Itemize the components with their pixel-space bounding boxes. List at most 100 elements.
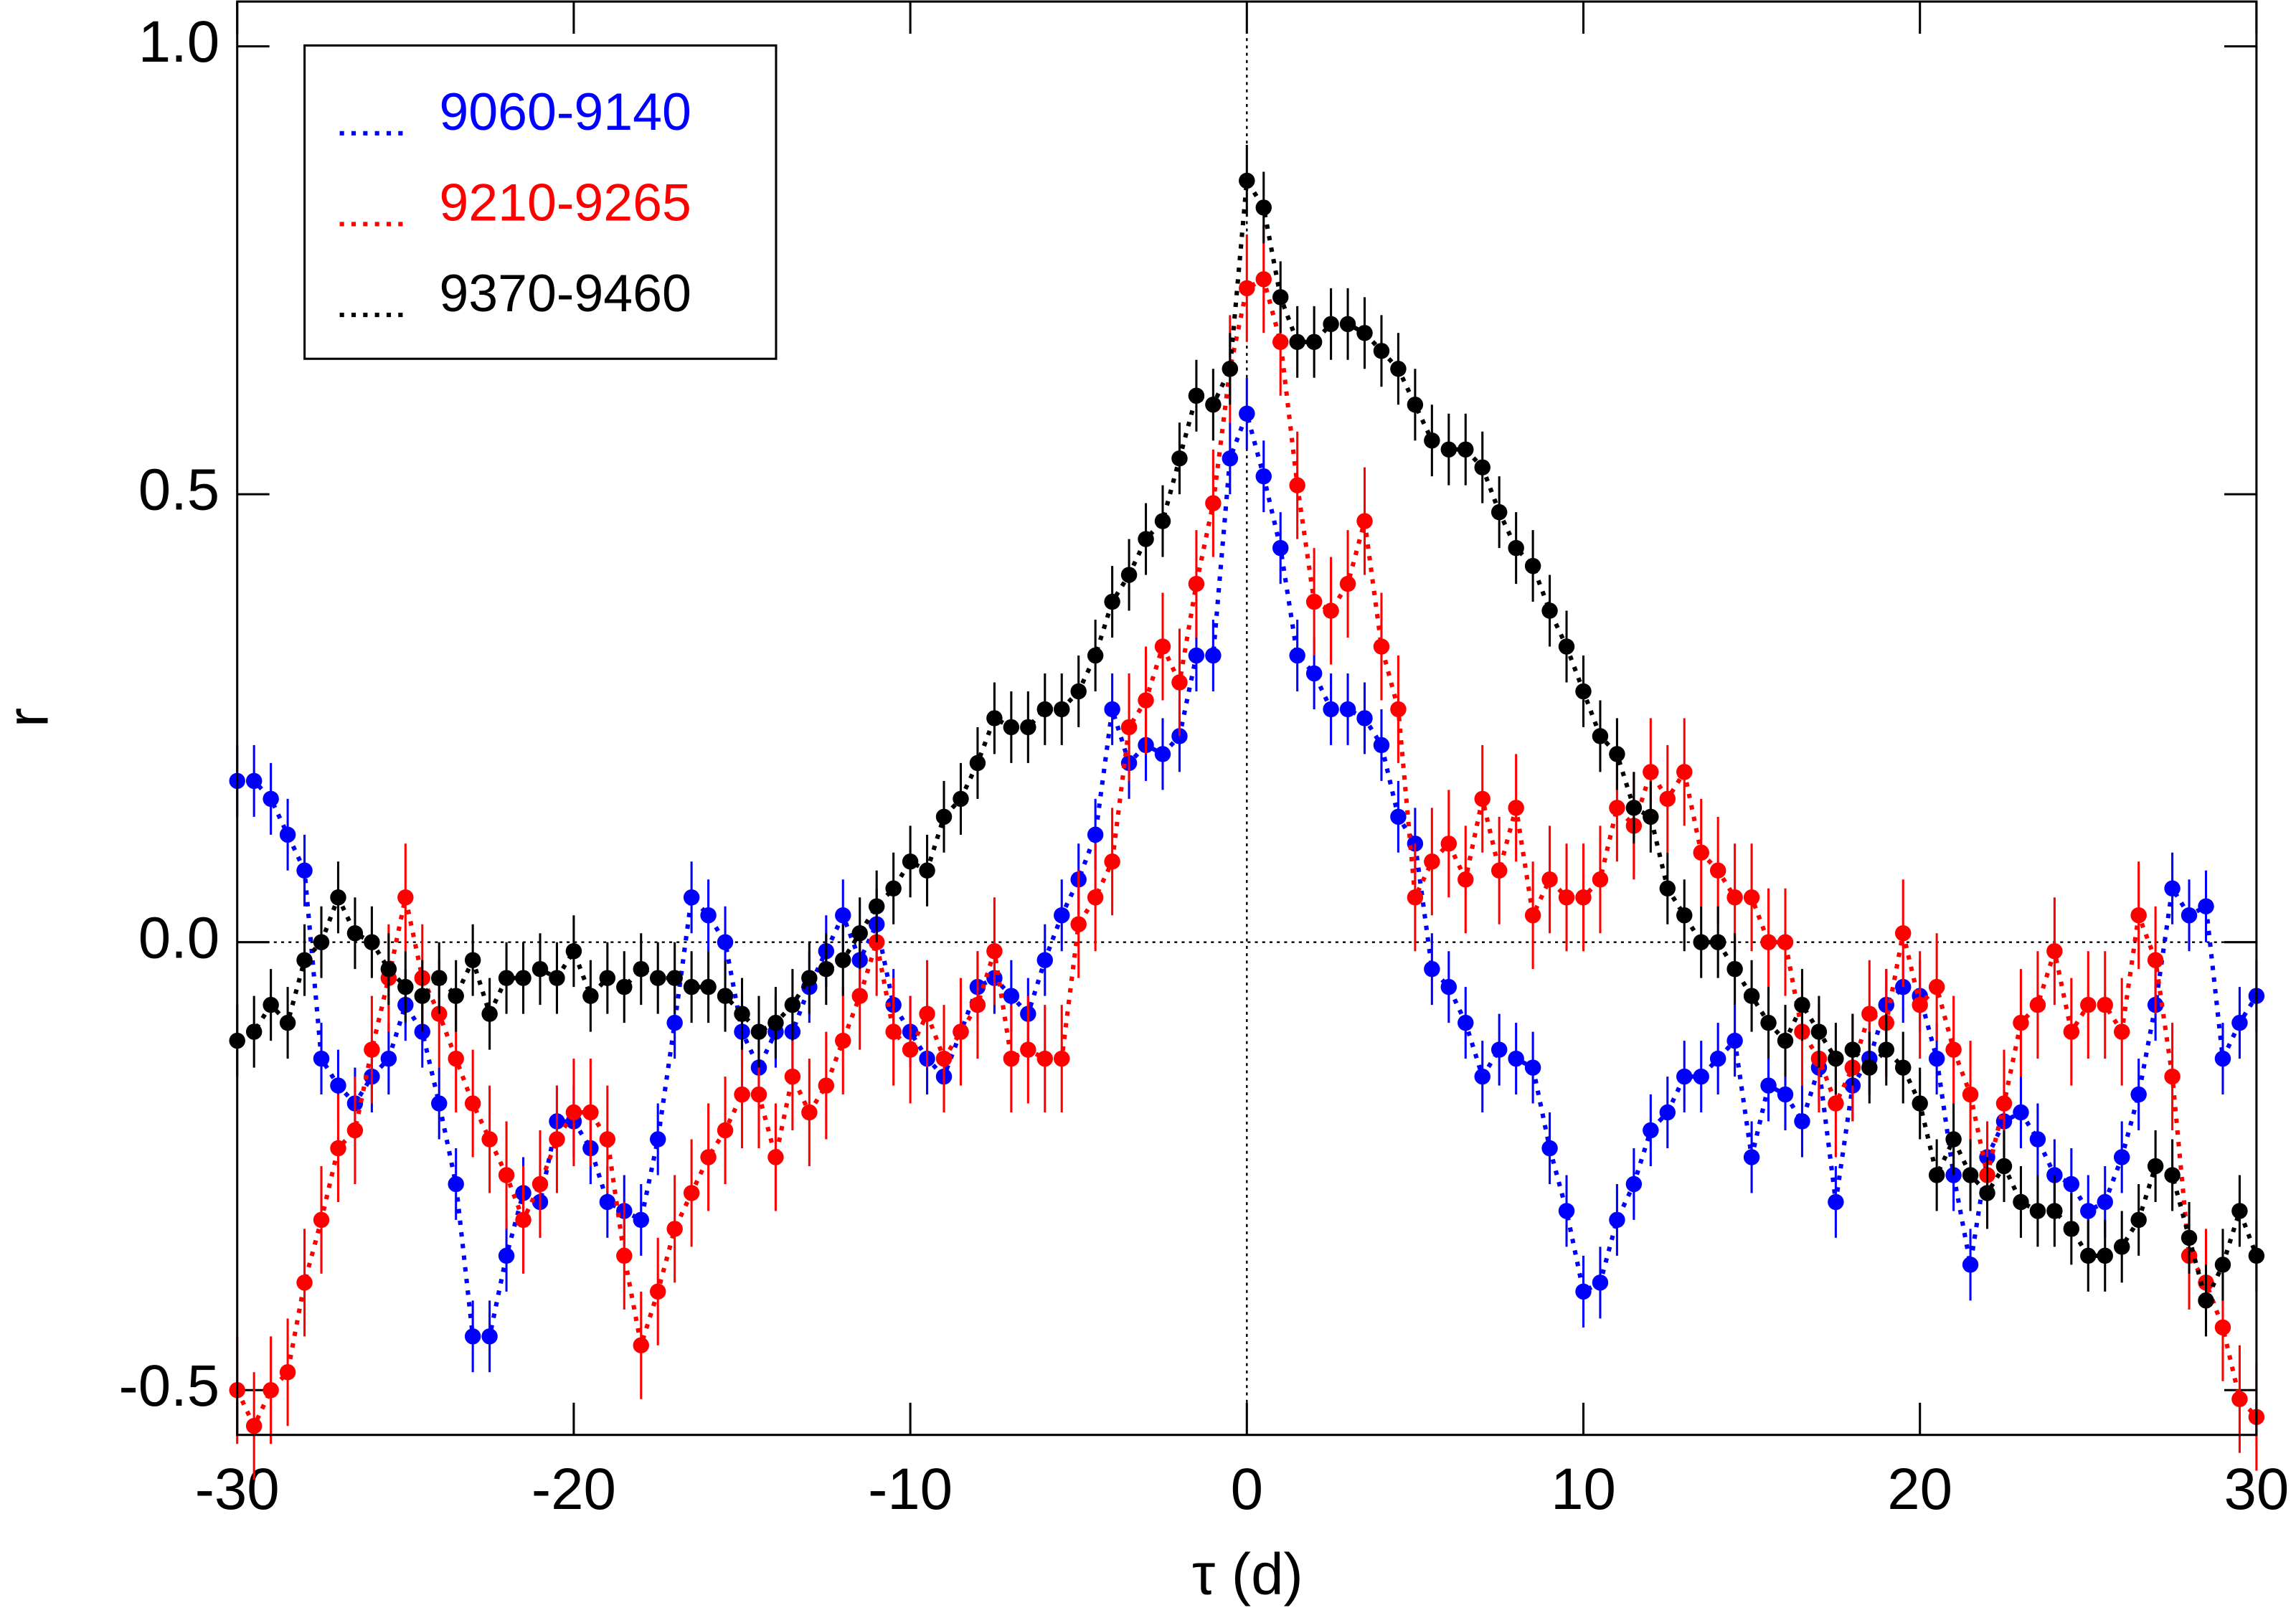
point bbox=[1945, 1131, 1962, 1148]
point bbox=[1036, 701, 1054, 718]
point bbox=[1558, 1203, 1575, 1219]
x-tick-label: -10 bbox=[868, 1457, 953, 1522]
point bbox=[313, 1050, 330, 1067]
point bbox=[1356, 325, 1373, 341]
point bbox=[1558, 889, 1575, 906]
point bbox=[953, 790, 969, 808]
point bbox=[1844, 1041, 1861, 1058]
point bbox=[1928, 1050, 1945, 1067]
point bbox=[1995, 1158, 2013, 1175]
point bbox=[1054, 701, 1070, 718]
point bbox=[1424, 853, 1440, 870]
legend-label: 9370-9460 bbox=[439, 263, 691, 323]
point bbox=[1070, 683, 1087, 700]
point bbox=[515, 970, 532, 986]
point bbox=[1356, 710, 1373, 727]
point bbox=[1912, 1095, 1928, 1112]
point bbox=[1373, 638, 1390, 655]
point bbox=[1323, 701, 1339, 718]
point bbox=[549, 1131, 565, 1148]
point bbox=[1726, 960, 1743, 978]
point bbox=[1490, 1041, 1508, 1058]
point bbox=[1305, 333, 1323, 351]
point bbox=[448, 1175, 464, 1193]
point bbox=[2113, 1149, 2130, 1165]
point bbox=[1289, 477, 1305, 493]
point bbox=[1104, 853, 1120, 870]
point bbox=[1239, 405, 1255, 422]
x-tick-label: 20 bbox=[1887, 1457, 1952, 1522]
point bbox=[414, 988, 431, 1004]
point bbox=[2013, 1014, 2029, 1031]
point bbox=[1458, 871, 1474, 888]
point bbox=[1356, 513, 1373, 529]
point bbox=[801, 970, 818, 986]
point bbox=[2113, 1023, 2130, 1040]
point bbox=[2214, 1319, 2231, 1336]
point bbox=[2181, 1229, 2198, 1246]
point bbox=[885, 1023, 902, 1040]
point bbox=[734, 1086, 750, 1103]
point bbox=[935, 1050, 953, 1067]
point bbox=[1255, 199, 1272, 216]
point bbox=[2147, 1158, 2164, 1175]
point bbox=[1171, 674, 1188, 691]
point bbox=[330, 1140, 346, 1157]
point bbox=[1205, 495, 1222, 511]
point bbox=[448, 1050, 464, 1067]
point bbox=[279, 826, 296, 843]
point bbox=[1962, 1167, 1979, 1183]
point bbox=[2231, 1014, 2248, 1031]
point bbox=[279, 1014, 296, 1031]
point bbox=[835, 952, 851, 968]
point bbox=[633, 1211, 649, 1229]
point bbox=[599, 970, 616, 986]
point bbox=[2147, 952, 2164, 968]
point bbox=[2130, 907, 2147, 924]
point bbox=[666, 970, 683, 986]
point bbox=[1054, 1050, 1070, 1067]
point bbox=[2181, 907, 2198, 924]
point bbox=[1474, 1068, 1490, 1085]
point bbox=[2029, 1203, 2046, 1219]
point bbox=[1524, 1059, 1541, 1076]
point bbox=[666, 1014, 683, 1031]
point bbox=[784, 996, 801, 1013]
x-tick-label: 10 bbox=[1551, 1457, 1616, 1522]
point bbox=[1592, 1274, 1609, 1291]
point bbox=[397, 889, 414, 906]
point bbox=[1138, 692, 1154, 709]
point bbox=[2130, 1086, 2147, 1103]
point bbox=[885, 880, 902, 896]
point bbox=[2097, 1247, 2113, 1264]
point bbox=[1104, 701, 1120, 718]
point bbox=[1305, 665, 1323, 682]
point bbox=[1726, 1032, 1743, 1049]
point bbox=[935, 808, 953, 825]
point bbox=[1979, 1185, 1995, 1201]
point bbox=[1709, 1050, 1726, 1067]
point bbox=[1878, 1041, 1894, 1058]
point bbox=[969, 996, 986, 1013]
y-tick-label: 1.0 bbox=[138, 9, 220, 75]
point bbox=[649, 1131, 666, 1148]
point bbox=[1289, 333, 1305, 351]
point bbox=[835, 907, 851, 924]
point bbox=[2013, 1104, 2029, 1121]
point bbox=[1407, 889, 1424, 906]
point bbox=[313, 1211, 330, 1229]
point bbox=[1003, 719, 1020, 736]
point bbox=[1524, 557, 1541, 574]
point bbox=[2231, 1203, 2248, 1219]
point bbox=[364, 1041, 380, 1058]
point bbox=[767, 1014, 784, 1031]
point bbox=[1894, 924, 1912, 942]
point bbox=[532, 1175, 549, 1193]
x-tick-label: -30 bbox=[195, 1457, 280, 1522]
point bbox=[1828, 1193, 1844, 1211]
point bbox=[1020, 719, 1036, 736]
point bbox=[1087, 889, 1104, 906]
point bbox=[1609, 746, 1625, 762]
point bbox=[313, 934, 330, 950]
point bbox=[1474, 790, 1490, 808]
